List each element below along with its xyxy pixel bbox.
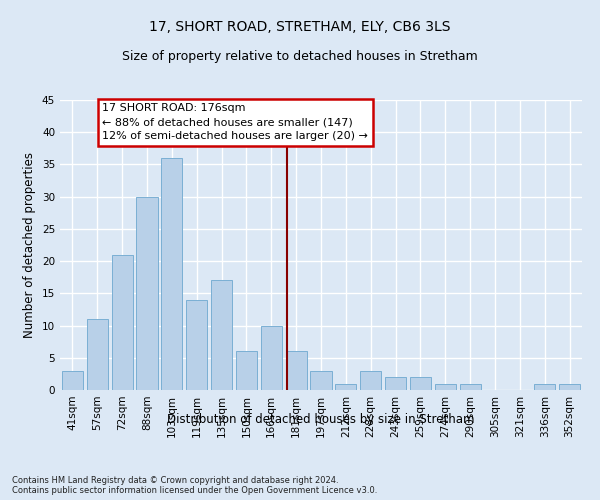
Text: Distribution of detached houses by size in Stretham: Distribution of detached houses by size … xyxy=(167,412,475,426)
Bar xyxy=(335,384,356,390)
Bar xyxy=(559,384,580,390)
Bar xyxy=(136,196,158,390)
Bar xyxy=(360,370,381,390)
Bar xyxy=(112,254,133,390)
Text: 17, SHORT ROAD, STRETHAM, ELY, CB6 3LS: 17, SHORT ROAD, STRETHAM, ELY, CB6 3LS xyxy=(149,20,451,34)
Bar xyxy=(310,370,332,390)
Bar xyxy=(261,326,282,390)
Bar xyxy=(186,300,207,390)
Text: Contains HM Land Registry data © Crown copyright and database right 2024.
Contai: Contains HM Land Registry data © Crown c… xyxy=(12,476,377,495)
Text: 17 SHORT ROAD: 176sqm
← 88% of detached houses are smaller (147)
12% of semi-det: 17 SHORT ROAD: 176sqm ← 88% of detached … xyxy=(102,103,368,141)
Bar xyxy=(410,377,431,390)
Bar xyxy=(534,384,555,390)
Bar xyxy=(460,384,481,390)
Bar xyxy=(161,158,182,390)
Bar xyxy=(286,352,307,390)
Y-axis label: Number of detached properties: Number of detached properties xyxy=(23,152,37,338)
Bar xyxy=(87,319,108,390)
Bar xyxy=(435,384,456,390)
Bar xyxy=(385,377,406,390)
Bar xyxy=(236,352,257,390)
Text: Size of property relative to detached houses in Stretham: Size of property relative to detached ho… xyxy=(122,50,478,63)
Bar xyxy=(62,370,83,390)
Bar xyxy=(211,280,232,390)
